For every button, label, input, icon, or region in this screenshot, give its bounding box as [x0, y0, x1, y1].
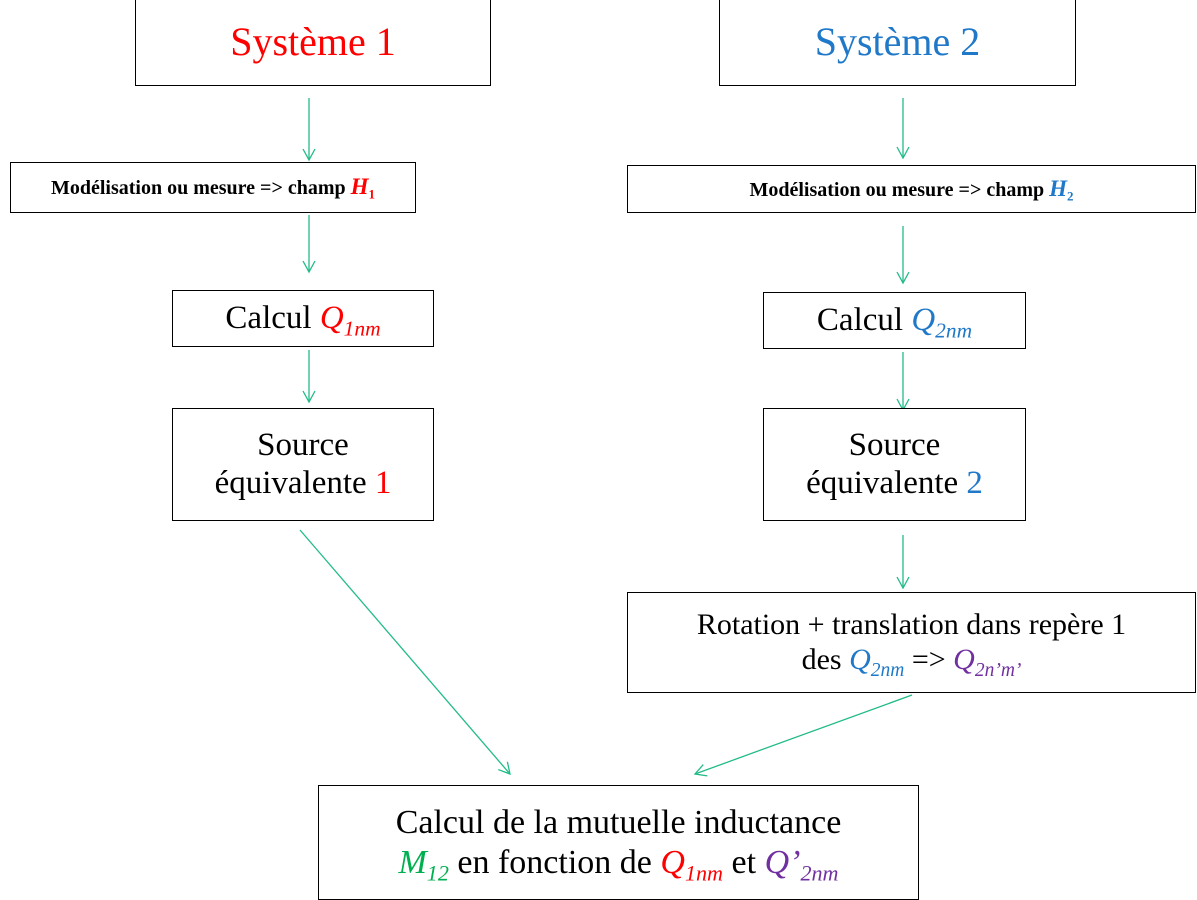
symbol: Q — [911, 301, 936, 338]
label: Source — [257, 426, 349, 463]
node: Modélisation ou mesure => champ H2 — [627, 165, 1196, 213]
symbol: H — [350, 174, 369, 200]
label: Calcul de la mutuelle inductance — [395, 804, 842, 842]
subscript: 2 — [1067, 188, 1074, 204]
subscript: 1nm — [343, 316, 381, 341]
label: Calcul — [225, 299, 320, 336]
label: => — [904, 642, 954, 676]
subscript: 1 — [368, 186, 376, 202]
symbol: Q’ — [764, 843, 801, 881]
label: Système 1 — [230, 19, 396, 64]
label: en fonction de — [448, 843, 661, 881]
node: Source équivalente 1 — [172, 408, 434, 521]
node: Calcul de la mutuelle inductance M12 en … — [318, 785, 919, 900]
symbol: Q — [319, 299, 344, 336]
label: des — [801, 642, 850, 676]
subscript: 2nm — [870, 659, 905, 681]
label: équivalente — [214, 464, 375, 501]
node: Source équivalente 2 — [763, 408, 1026, 521]
node: Rotation + translation dans repère 1 des… — [627, 592, 1196, 693]
node: Calcul Q1nm — [172, 290, 434, 347]
label: 1 — [374, 464, 392, 501]
subscript: 1nm — [684, 860, 724, 886]
node: Modélisation ou mesure => champ H1 — [10, 162, 416, 213]
symbol: Q — [849, 642, 871, 676]
label: 2 — [966, 464, 983, 501]
label: Modélisation ou mesure => champ — [50, 177, 351, 200]
label: Rotation + translation dans repère 1 — [696, 608, 1127, 641]
label: et — [723, 843, 765, 881]
label: Calcul — [816, 301, 912, 338]
label: Système 2 — [814, 19, 981, 64]
label: Modélisation ou mesure => champ — [749, 178, 1050, 201]
arrow-group — [299, 98, 913, 777]
subscript: 2nm — [935, 318, 973, 343]
symbol: Q — [660, 843, 685, 881]
node: Système 2 — [719, 0, 1076, 86]
label: Source — [848, 426, 941, 463]
symbol: M — [398, 843, 427, 881]
subscript: 2n’m’ — [974, 659, 1022, 681]
subscript: 12 — [426, 860, 449, 886]
node: Calcul Q2nm — [763, 292, 1026, 349]
node: Système 1 — [135, 0, 491, 86]
label: équivalente — [806, 464, 967, 501]
symbol: H — [1049, 175, 1068, 201]
subscript: 2nm — [800, 860, 839, 886]
symbol: Q — [953, 642, 975, 676]
